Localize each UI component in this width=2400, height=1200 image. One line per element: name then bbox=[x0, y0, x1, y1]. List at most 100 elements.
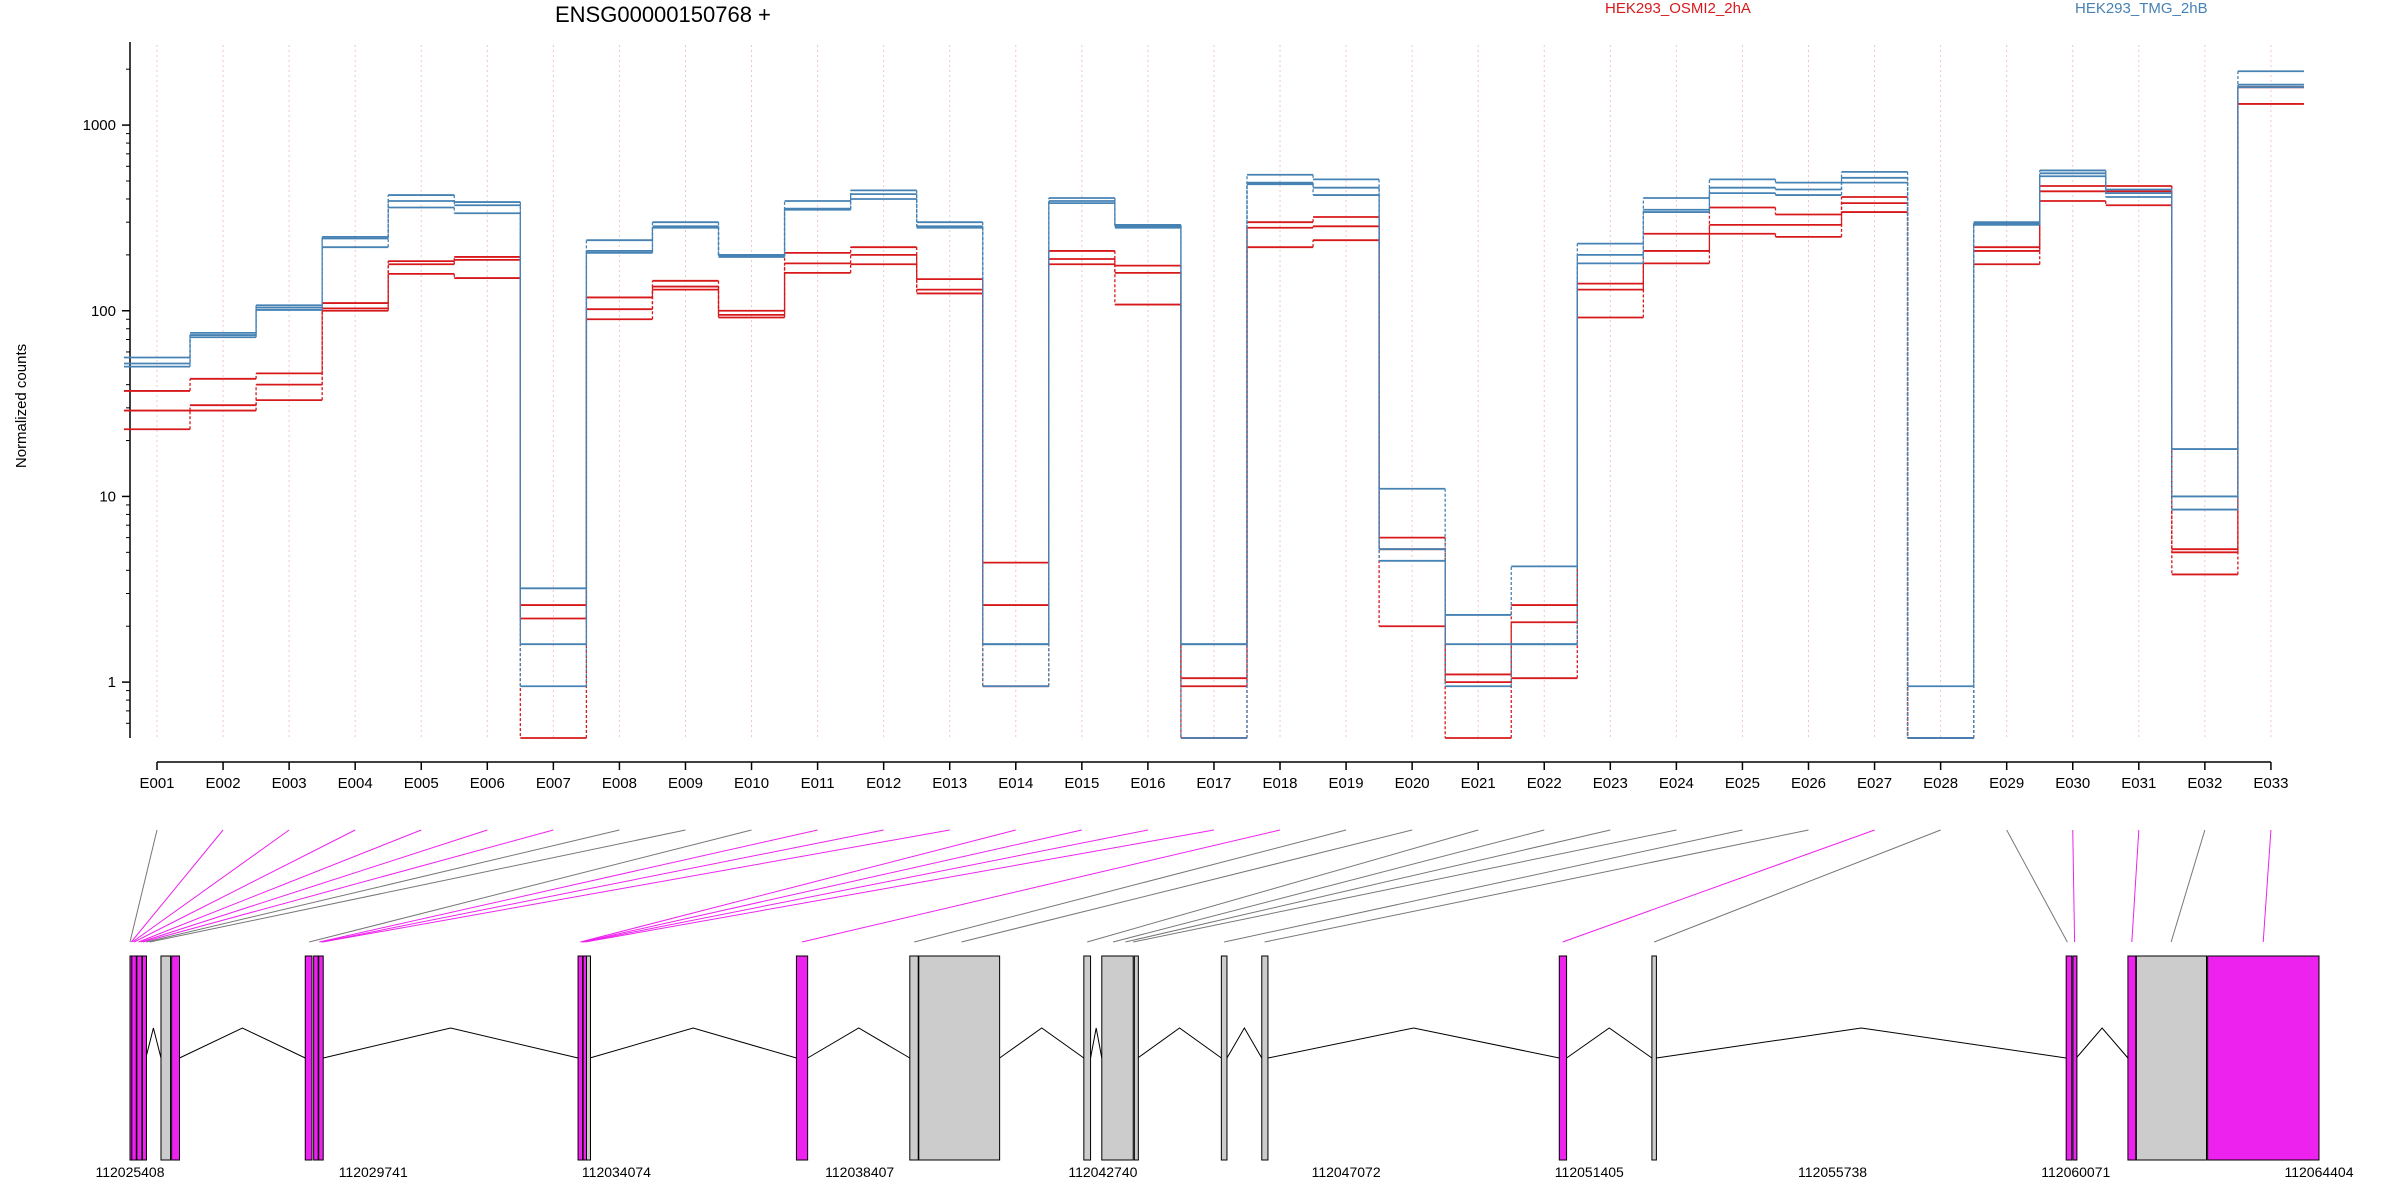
x-tick-label: E017 bbox=[1196, 775, 1231, 792]
genomic-coordinate-label: 112047072 bbox=[1312, 1164, 1381, 1180]
x-tick-label: E007 bbox=[536, 775, 571, 792]
genomic-coordinate-label: 112064404 bbox=[2284, 1164, 2353, 1180]
exon-link-line bbox=[961, 829, 1413, 943]
intron-line bbox=[179, 1027, 306, 1059]
x-tick-label: E002 bbox=[206, 775, 241, 792]
x-tick-label: E031 bbox=[2121, 775, 2156, 792]
x-tick-label: E025 bbox=[1725, 775, 1760, 792]
exon-box bbox=[1220, 955, 1228, 1161]
x-tick-label: E022 bbox=[1527, 775, 1562, 792]
exon-link-line bbox=[2006, 829, 2068, 943]
exon-box bbox=[171, 955, 181, 1161]
exon-box bbox=[2207, 955, 2320, 1161]
exon-link-line bbox=[583, 829, 1148, 943]
x-tick-label: E030 bbox=[2055, 775, 2090, 792]
exon-box bbox=[1083, 955, 1092, 1161]
x-tick-label: E024 bbox=[1659, 775, 1694, 792]
exon-box bbox=[2065, 955, 2073, 1161]
intron-line bbox=[1267, 1027, 1560, 1059]
exon-link-line bbox=[1087, 829, 1479, 943]
x-tick-label: E032 bbox=[2187, 775, 2222, 792]
x-tick-label: E011 bbox=[801, 775, 835, 792]
intron-line bbox=[1090, 1027, 1103, 1059]
x-tick-label: E016 bbox=[1130, 775, 1165, 792]
intron-line bbox=[2075, 1027, 2129, 1059]
exon-link-line bbox=[146, 829, 620, 943]
series-line bbox=[123, 86, 2304, 739]
intron-line bbox=[145, 1027, 162, 1059]
exon-link-line bbox=[2262, 829, 2272, 943]
exon-box bbox=[1133, 955, 1139, 1161]
x-tick-label: E019 bbox=[1329, 775, 1364, 792]
intron-line bbox=[807, 1027, 911, 1059]
exon-link-line bbox=[142, 829, 554, 943]
intron-line bbox=[1566, 1027, 1653, 1059]
exon-box bbox=[1651, 955, 1657, 1161]
exon-box bbox=[2072, 955, 2078, 1161]
x-tick-label: E013 bbox=[932, 775, 967, 792]
exon-link-line bbox=[1125, 829, 1611, 943]
genomic-coordinate-label: 112042740 bbox=[1068, 1164, 1137, 1180]
x-tick-label: E006 bbox=[470, 775, 505, 792]
x-tick-label: E023 bbox=[1593, 775, 1628, 792]
x-tick-label: E029 bbox=[1989, 775, 2024, 792]
x-tick-label: E012 bbox=[866, 775, 901, 792]
exon-link-line bbox=[2072, 829, 2076, 943]
exon-link-line bbox=[585, 829, 1215, 943]
exon-link-line bbox=[140, 829, 488, 943]
y-tick-label: 1 bbox=[108, 674, 116, 691]
exon-box bbox=[1558, 955, 1568, 1161]
exon-box bbox=[1101, 955, 1134, 1161]
series-line bbox=[123, 70, 2304, 688]
y-tick-label: 1000 bbox=[83, 117, 116, 134]
x-tick-label: E009 bbox=[668, 775, 703, 792]
intron-line bbox=[999, 1027, 1085, 1059]
x-tick-label: E021 bbox=[1461, 775, 1496, 792]
x-tick-label: E008 bbox=[602, 775, 637, 792]
exon-box bbox=[318, 955, 324, 1161]
genomic-coordinate-label: 112038407 bbox=[825, 1164, 894, 1180]
exon-box bbox=[2135, 955, 2208, 1161]
exon-link-line bbox=[581, 829, 1082, 943]
x-tick-label: E028 bbox=[1923, 775, 1958, 792]
exon-link-line bbox=[1112, 829, 1545, 943]
x-tick-label: E026 bbox=[1791, 775, 1826, 792]
exon-link-line bbox=[309, 829, 752, 943]
exon-box bbox=[1261, 955, 1269, 1161]
exon-link-line bbox=[322, 829, 950, 943]
exon-link-line bbox=[138, 829, 422, 943]
plot-area: 1 10 100 1000 E001 E002 E003 E004 E005 E006 E007 E0… bbox=[83, 42, 2304, 792]
exon-link-line bbox=[801, 829, 1281, 943]
exon-link-line bbox=[133, 829, 356, 943]
x-tick-label: E003 bbox=[272, 775, 307, 792]
exon-box bbox=[136, 955, 143, 1161]
intron-line bbox=[323, 1027, 579, 1059]
genomic-coordinate-label: 112060071 bbox=[2041, 1164, 2110, 1180]
genomic-coordinate-label: 112055738 bbox=[1798, 1164, 1867, 1180]
legend-label-tmg: HEK293_TMG_2hB bbox=[2075, 0, 2208, 17]
intron-line bbox=[1656, 1027, 2067, 1059]
exon-link-line bbox=[1653, 829, 1941, 943]
exon-link-line bbox=[1133, 829, 1677, 943]
exon-box bbox=[304, 955, 313, 1161]
exon-box bbox=[313, 955, 319, 1161]
x-tick-label: E015 bbox=[1064, 775, 1099, 792]
exon-link-line bbox=[130, 829, 224, 943]
legend-label-osmi2: HEK293_OSMI2_2hA bbox=[1605, 0, 1751, 17]
x-tick-label: E033 bbox=[2253, 775, 2288, 792]
exon-box bbox=[131, 955, 137, 1161]
x-tick-label: E010 bbox=[734, 775, 769, 792]
exon-link-line bbox=[2170, 829, 2206, 943]
exon-link-line bbox=[1224, 829, 1743, 943]
exon-link-line bbox=[1264, 829, 1809, 943]
exon-link-line bbox=[149, 829, 686, 943]
genomic-coordinate-label: 112029741 bbox=[339, 1164, 408, 1180]
exon-link-line bbox=[319, 829, 818, 943]
x-tick-label: E027 bbox=[1857, 775, 1892, 792]
intron-line bbox=[589, 1027, 797, 1059]
exon-link-line bbox=[2131, 829, 2140, 943]
exon-box bbox=[918, 955, 1001, 1161]
intron-line bbox=[1137, 1027, 1222, 1059]
x-tick-label: E001 bbox=[139, 775, 174, 792]
